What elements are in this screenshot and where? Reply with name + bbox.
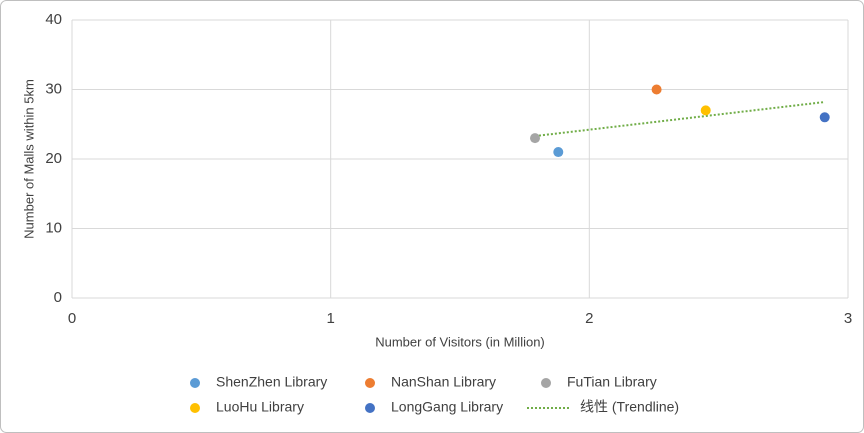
legend-label: FuTian Library bbox=[567, 374, 657, 390]
data-point bbox=[819, 112, 830, 123]
x-tick-label: 0 bbox=[68, 310, 76, 327]
data-point bbox=[530, 133, 541, 144]
legend-marker bbox=[190, 403, 200, 413]
legend-label: 线性 (Trendline) bbox=[580, 399, 679, 415]
x-tick-label: 3 bbox=[844, 310, 852, 327]
legend-label: NanShan Library bbox=[391, 374, 496, 390]
y-tick-label: 20 bbox=[45, 150, 62, 167]
legend-marker bbox=[541, 378, 551, 388]
trendline bbox=[534, 101, 825, 138]
legend-label: LuoHu Library bbox=[216, 399, 304, 415]
y-tick-label: 0 bbox=[54, 289, 62, 306]
data-point bbox=[700, 105, 711, 116]
legend-label: LongGang Library bbox=[391, 399, 503, 415]
y-tick-label: 40 bbox=[45, 11, 62, 28]
y-tick-label: 30 bbox=[45, 80, 62, 97]
x-tick-label: 2 bbox=[585, 310, 593, 327]
y-tick-label: 10 bbox=[45, 219, 62, 236]
y-axis-title: Number of Malls within 5km bbox=[21, 79, 36, 239]
x-tick-label: 1 bbox=[326, 310, 334, 327]
x-axis-title: Number of Visitors (in Million) bbox=[375, 334, 545, 349]
legend-marker bbox=[365, 403, 375, 413]
legend-label: ShenZhen Library bbox=[216, 374, 327, 390]
legend-marker bbox=[365, 378, 375, 388]
legend-marker bbox=[190, 378, 200, 388]
data-point bbox=[553, 147, 564, 158]
data-point bbox=[651, 84, 662, 95]
